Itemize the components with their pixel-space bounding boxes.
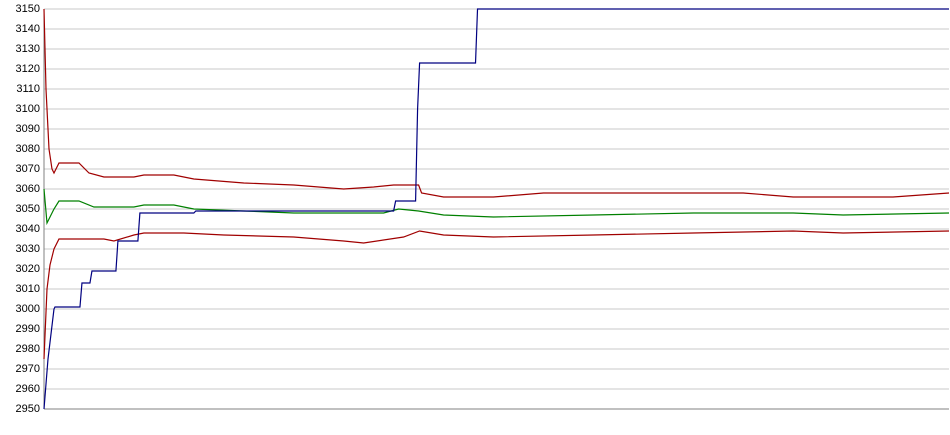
- series-line: [43, 8, 949, 410]
- y-tick-label: 2970: [16, 363, 40, 375]
- y-tick-label: 3110: [16, 83, 40, 95]
- y-tick-label: 3000: [16, 303, 40, 315]
- y-tick-label: 3010: [16, 283, 40, 295]
- y-tick-label: 2990: [16, 323, 40, 335]
- y-tick-label: 3100: [16, 103, 40, 115]
- y-tick-label: 3120: [16, 63, 40, 75]
- y-tick-label: 3030: [16, 243, 40, 255]
- y-tick-label: 3070: [16, 163, 40, 175]
- y-tick-label: 3090: [16, 123, 40, 135]
- y-tick-label: 3140: [16, 23, 40, 35]
- y-tick-label: 3080: [16, 143, 40, 155]
- y-tick-label: 2980: [16, 343, 40, 355]
- y-tick-label: 3050: [16, 203, 40, 215]
- series-line: [43, 230, 950, 360]
- y-tick-label: 3020: [16, 263, 40, 275]
- series-line: [43, 8, 950, 198]
- series-line: [43, 188, 950, 226]
- y-tick-label: 3130: [16, 43, 40, 55]
- y-tick-label: 3040: [16, 223, 40, 235]
- y-tick-label: 2960: [16, 383, 40, 395]
- y-tick-label: 2950: [16, 403, 40, 415]
- y-tick-label: 3060: [16, 183, 40, 195]
- y-tick-label: 3150: [16, 3, 40, 15]
